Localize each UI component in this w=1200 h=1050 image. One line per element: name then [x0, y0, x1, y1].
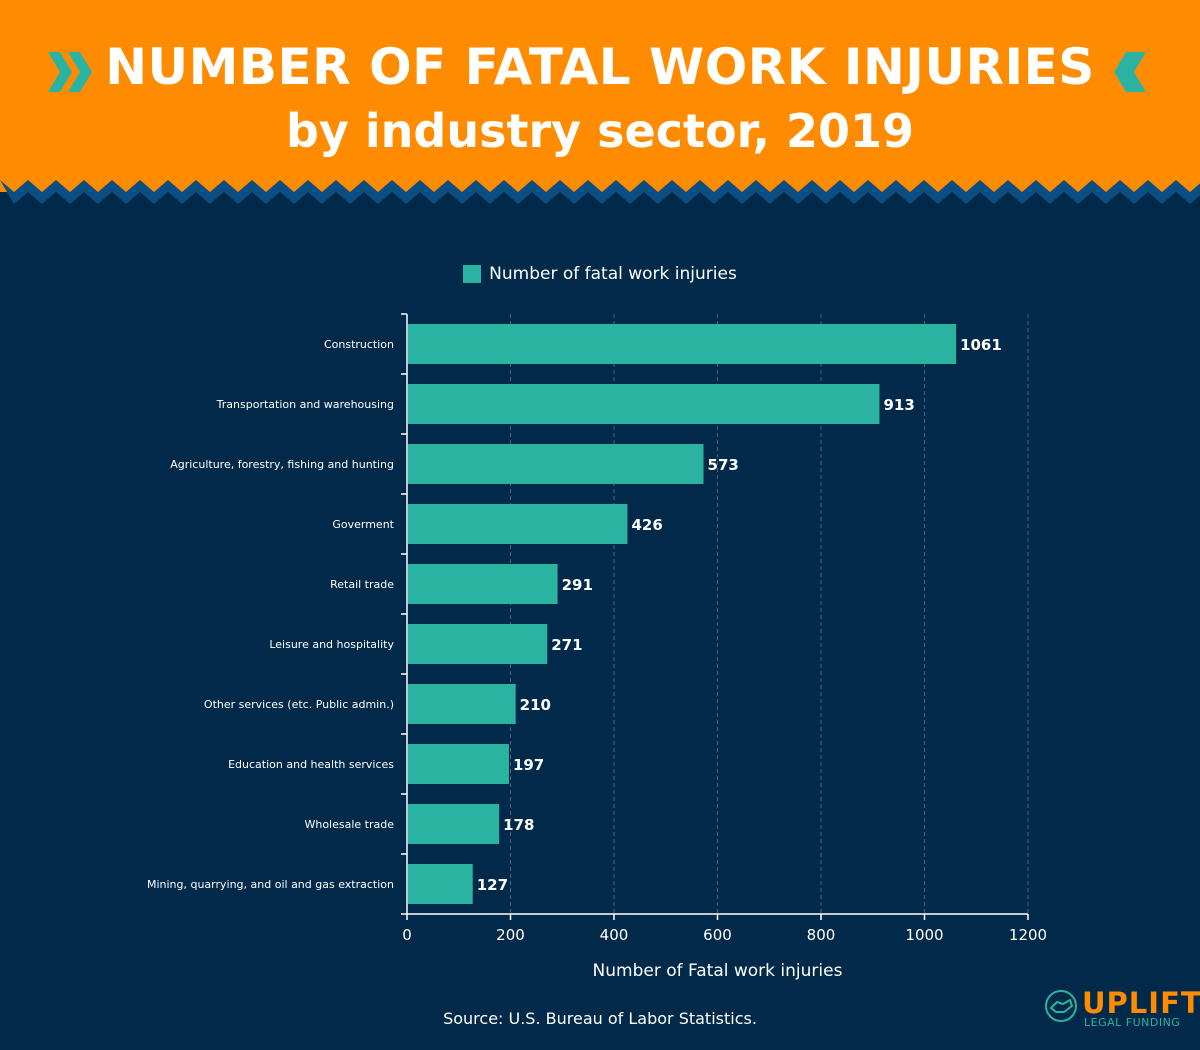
data-label: 1061	[960, 336, 1002, 354]
source-note: Source: U.S. Bureau of Labor Statistics.	[443, 1009, 757, 1028]
category-label: Education and health services	[228, 758, 394, 771]
bar	[407, 444, 704, 484]
data-label: 197	[513, 756, 544, 774]
handshake-icon	[1045, 990, 1077, 1022]
category-label: Leisure and hospitality	[269, 638, 394, 651]
bar	[407, 684, 516, 724]
logo-wordmark: UPLIFT	[1082, 986, 1200, 1020]
bar	[407, 864, 473, 904]
legend-label: Number of fatal work injuries	[489, 264, 737, 284]
category-label: Retail trade	[330, 578, 394, 591]
bar	[407, 624, 548, 664]
category-label: Mining, quarrying, and oil and gas extra…	[147, 878, 394, 891]
legend-swatch	[463, 265, 482, 283]
zigzag-border	[0, 180, 1200, 230]
bar	[407, 804, 500, 844]
x-axis-title: Number of Fatal work injuries	[593, 961, 843, 981]
category-label: Wholesale trade	[304, 818, 394, 831]
category-label: Goverment	[332, 518, 394, 531]
data-label: 291	[562, 576, 593, 594]
page-title: NUMBER OF FATAL WORK INJURIES	[105, 38, 1095, 96]
double-chevron-left-icon	[1114, 52, 1146, 92]
data-label: 573	[708, 456, 739, 474]
data-label: 178	[503, 816, 534, 834]
data-label: 426	[631, 516, 662, 534]
x-tick-label: 600	[703, 926, 732, 944]
double-chevron-right-icon	[48, 52, 92, 92]
category-label: Agriculture, forestry, fishing and hunti…	[170, 458, 394, 471]
data-label: 913	[883, 396, 914, 414]
category-label: Construction	[324, 338, 394, 351]
category-label: Transportation and warehousing	[216, 398, 394, 411]
page-subtitle: by industry sector, 2019	[285, 104, 915, 158]
x-tick-label: 200	[496, 926, 525, 944]
data-label: 210	[520, 696, 551, 714]
x-tick-label: 800	[807, 926, 836, 944]
bar	[407, 384, 880, 424]
brand-logo: UPLIFT LEGAL FUNDING	[1044, 986, 1200, 1030]
logo-subtitle: LEGAL FUNDING	[1084, 1016, 1181, 1029]
bar	[407, 504, 628, 544]
x-tick-label: 1200	[1009, 926, 1047, 944]
x-tick-label: 0	[402, 926, 412, 944]
bar	[407, 324, 957, 364]
data-label: 127	[477, 876, 508, 894]
bar	[407, 744, 509, 784]
data-label: 271	[551, 636, 582, 654]
x-tick-label: 400	[600, 926, 629, 944]
bar	[407, 564, 558, 604]
chart-legend: Number of fatal work injuries	[0, 264, 1200, 288]
x-tick-label: 1000	[905, 926, 943, 944]
header-banner	[0, 0, 1200, 192]
category-label: Other services (etc. Public admin.)	[204, 698, 394, 711]
